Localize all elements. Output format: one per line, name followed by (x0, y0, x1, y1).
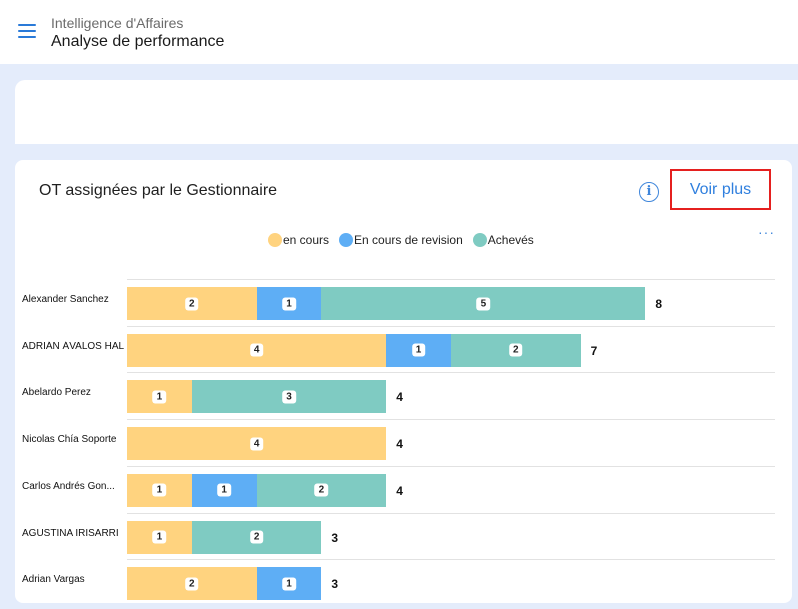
more-options-icon[interactable]: ··· (758, 224, 775, 240)
bar-segment[interactable]: 2 (127, 287, 257, 320)
bar-segment[interactable]: 1 (127, 473, 192, 507)
bar-segment[interactable]: 1 (386, 333, 451, 367)
segment-value-label: 1 (282, 297, 296, 310)
legend-label-en-cours: en cours (283, 233, 330, 247)
category-label: Abelardo Perez (22, 387, 91, 399)
bar-total-label: 4 (396, 390, 403, 405)
category-label: Nicolas Chía Soporte (22, 434, 117, 446)
legend-dot-en-cours (268, 233, 282, 247)
category-label: ADRIÁN ÁVALOS HAL (22, 340, 125, 352)
page-title: Analyse de performance (51, 33, 225, 50)
segment-value-label: 1 (152, 390, 167, 404)
category-label: AGUSTINA IRISARRI (22, 527, 119, 539)
card-title: OT assignées par le Gestionnaire (39, 182, 278, 199)
hamburger-menu-icon[interactable] (18, 24, 36, 38)
segment-value-label: 4 (249, 343, 264, 357)
segment-value-label: 5 (476, 297, 491, 310)
empty-card (15, 80, 798, 144)
segment-value-label: 4 (249, 437, 264, 451)
row-divider (127, 419, 775, 421)
legend-dot-acheves (472, 233, 487, 247)
bar-total-label: 3 (331, 530, 339, 545)
segment-value-label: 1 (217, 483, 231, 497)
bar-total-label: 3 (331, 577, 339, 592)
bar-total-label: 7 (590, 343, 598, 358)
stacked-bar[interactable]: 2 1 5 (127, 287, 646, 320)
stacked-bar[interactable]: 4 1 2 (127, 333, 581, 367)
segment-value-label: 1 (411, 343, 426, 357)
segment-value-label: 1 (152, 483, 167, 497)
bar-segment[interactable]: 5 (321, 287, 646, 320)
legend-label-acheves: Achevés (487, 233, 534, 247)
bar-segment[interactable]: 1 (191, 473, 257, 507)
bar-segment[interactable]: 2 (127, 567, 257, 601)
bar-total-label: 4 (396, 437, 403, 452)
bar-total-label: 8 (655, 297, 663, 311)
top-bar: Intelligence d'Affaires Analyse de perfo… (0, 0, 798, 64)
bar-segment[interactable]: 1 (127, 380, 192, 414)
stacked-bar[interactable]: 1 1 2 (127, 473, 387, 507)
bar-segment[interactable]: 1 (256, 567, 322, 601)
category-label: Alexander Sanchez (22, 294, 109, 305)
voir-plus-button[interactable]: Voir plus (670, 169, 771, 210)
bar-segment[interactable]: 4 (127, 427, 387, 461)
bar-segment[interactable]: 1 (256, 287, 322, 320)
legend-dot-revision (339, 233, 354, 247)
row-divider (127, 559, 775, 561)
legend-item-acheves[interactable]: Achevés (472, 233, 534, 247)
chart-card: OT assignées par le Gestionnaire i Voir … (15, 160, 792, 603)
row-divider (127, 465, 775, 467)
segment-value-label: 2 (185, 577, 199, 591)
segment-value-label: 1 (282, 577, 296, 591)
row-divider (127, 279, 775, 280)
bar-segment[interactable]: 3 (191, 380, 387, 414)
stacked-bar[interactable]: 4 (127, 427, 387, 461)
segment-value-label: 3 (282, 390, 296, 404)
bar-segment[interactable]: 2 (191, 520, 322, 554)
row-divider (127, 372, 775, 374)
bar-segment[interactable]: 2 (450, 333, 581, 367)
segment-value-label: 1 (152, 530, 167, 544)
bar-total-label: 4 (396, 483, 403, 498)
legend-item-en-cours[interactable]: en cours (268, 233, 329, 247)
legend-label-revision: En cours de revision (354, 233, 463, 247)
segment-value-label: 2 (249, 530, 264, 544)
row-divider (127, 325, 775, 327)
segment-value-label: 2 (509, 343, 523, 357)
category-label: Adrian Vargas (22, 574, 85, 586)
segment-value-label: 2 (185, 297, 199, 310)
row-divider (127, 512, 775, 514)
bar-segment[interactable]: 1 (127, 520, 192, 554)
category-label: Carlos Andrés Gon... (22, 480, 115, 492)
info-icon[interactable]: i (639, 182, 659, 202)
bar-segment[interactable]: 2 (256, 473, 387, 507)
legend-item-revision[interactable]: En cours de revision (339, 233, 463, 247)
chart-legend: en cours En cours de revision Achevés (268, 233, 544, 247)
segment-value-label: 2 (314, 483, 329, 497)
bar-segment[interactable]: 4 (127, 333, 387, 367)
app-subtitle: Intelligence d'Affaires (51, 15, 184, 31)
